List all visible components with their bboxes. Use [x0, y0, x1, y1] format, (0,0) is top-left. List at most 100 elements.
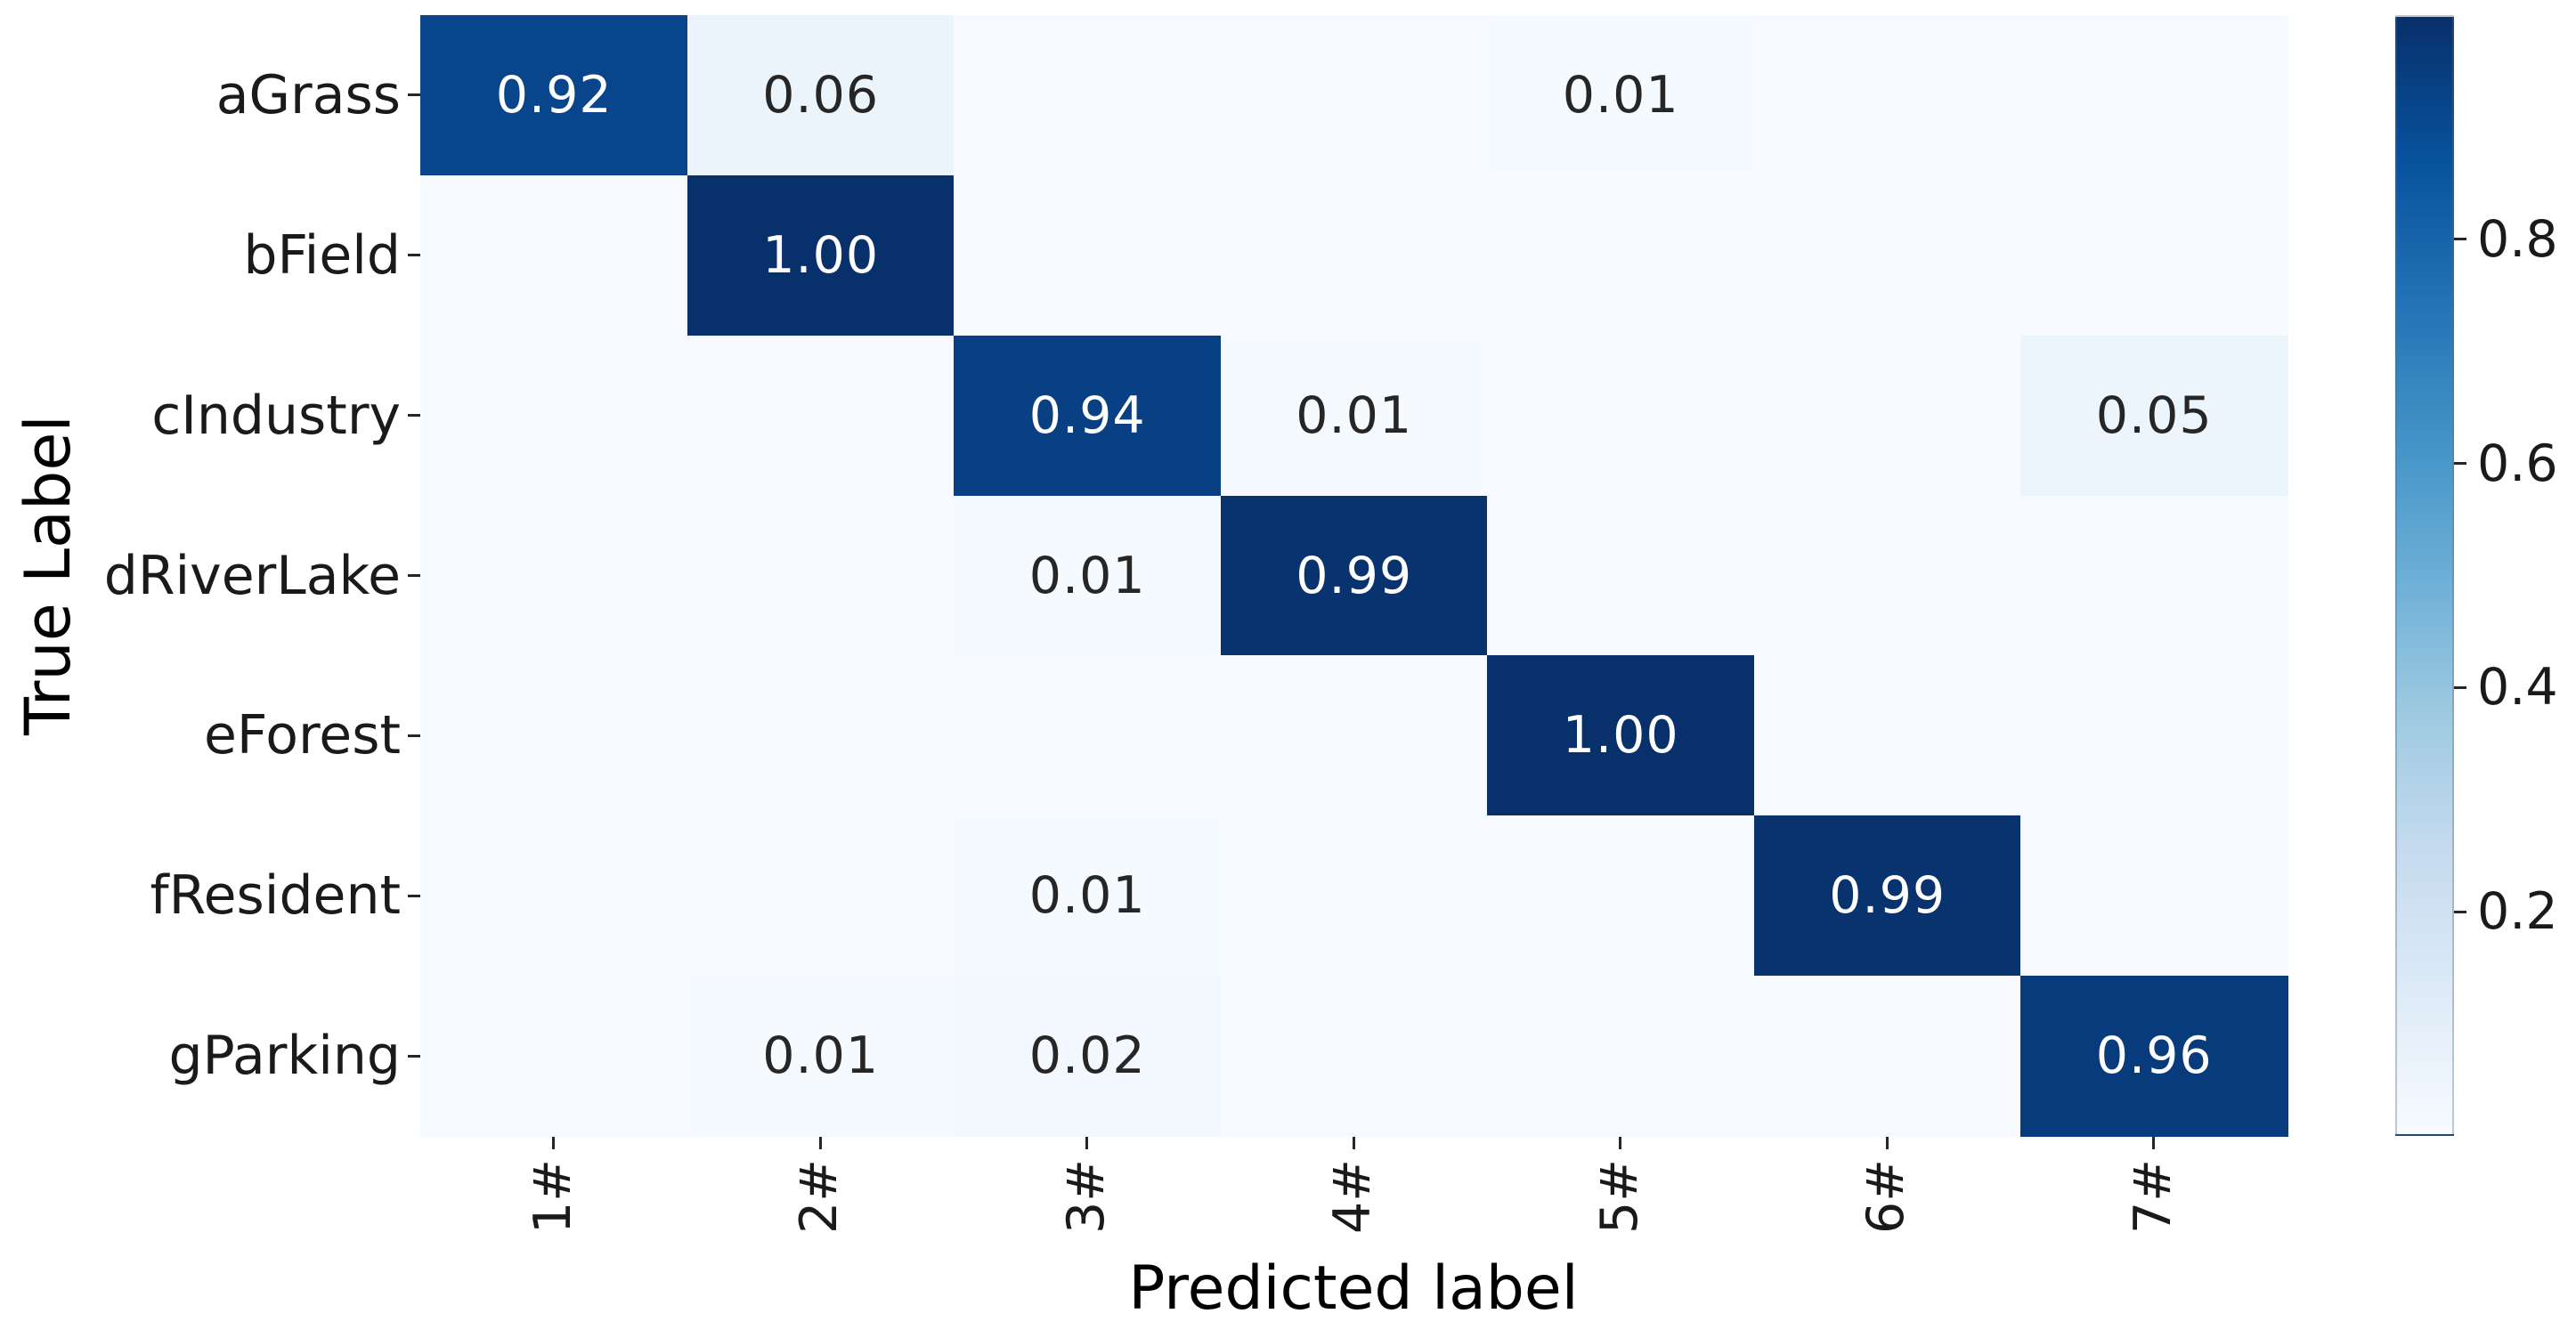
y-tick-mark — [408, 894, 420, 897]
heatmap-cell-gParking-4# — [1220, 976, 1488, 1138]
cell-annotation: 0.01 — [1028, 866, 1146, 926]
heatmap-cell-fResident-7# — [2020, 815, 2288, 977]
colorbar-tick-mark — [2454, 685, 2466, 689]
heatmap-cell-fResident-4# — [1220, 815, 1488, 977]
y-tick-label-fResident: fResident — [150, 864, 401, 928]
cell-annotation: 0.01 — [1296, 385, 1413, 445]
heatmap-cell-bField-3# — [954, 174, 1222, 337]
x-tick-mark — [2152, 1137, 2156, 1150]
heatmap-cell-cIndustry-2# — [687, 335, 955, 497]
cell-annotation: 0.92 — [495, 65, 613, 125]
heatmap-cell-eForest-6# — [1753, 655, 2021, 817]
x-tick-label-1#: 1# — [524, 1159, 613, 1237]
heatmap-cell-aGrass-5#: 0.01 — [1487, 15, 1755, 176]
heatmap-cell-gParking-1# — [420, 976, 688, 1138]
heatmap-cell-bField-6# — [1753, 174, 2021, 337]
x-tick-label-text: 1# — [523, 1159, 582, 1235]
x-tick-mark — [1619, 1137, 1622, 1150]
heatmap-cell-aGrass-6# — [1753, 15, 2021, 176]
y-tick-mark — [408, 93, 420, 97]
heatmap-cell-dRiverLake-6# — [1753, 495, 2021, 657]
colorbar-tick-mark — [2454, 238, 2466, 241]
x-tick-label-text: 3# — [1056, 1159, 1116, 1235]
x-tick-mark — [1885, 1137, 1889, 1150]
y-tick-label-aGrass: aGrass — [215, 63, 401, 126]
x-tick-label-3#: 3# — [1057, 1159, 1146, 1237]
x-tick-label-text: 7# — [2123, 1159, 2182, 1235]
cell-annotation: 0.02 — [1028, 1026, 1146, 1086]
heatmap-cell-aGrass-7# — [2020, 15, 2288, 176]
y-tick-label-gParking: gParking — [168, 1025, 401, 1088]
heatmap-cell-bField-4# — [1220, 174, 1488, 337]
heatmap-cell-eForest-3# — [954, 655, 1222, 817]
heatmap-cell-fResident-3#: 0.01 — [954, 815, 1222, 977]
heatmap-cell-fResident-1# — [420, 815, 688, 977]
x-tick-label-text: 5# — [1589, 1159, 1649, 1235]
colorbar-tick-mark — [2454, 462, 2466, 466]
heatmap-cell-aGrass-3# — [954, 15, 1222, 176]
heatmap-cell-cIndustry-5# — [1487, 335, 1755, 497]
heatmap-cell-gParking-2#: 0.01 — [687, 976, 955, 1138]
heatmap-cell-bField-2#: 1.00 — [687, 174, 955, 337]
cell-annotation: 0.99 — [1829, 866, 1946, 926]
heatmap-cell-cIndustry-6# — [1753, 335, 2021, 497]
heatmap-cell-aGrass-1#: 0.92 — [420, 15, 688, 176]
x-tick-label-5#: 5# — [1590, 1159, 1679, 1237]
heatmap-cell-cIndustry-3#: 0.94 — [954, 335, 1222, 497]
cell-annotation: 1.00 — [1562, 706, 1679, 766]
x-tick-label-text: 6# — [1857, 1159, 1916, 1235]
heatmap-cell-gParking-5# — [1487, 976, 1755, 1138]
heatmap-cell-cIndustry-4#: 0.01 — [1220, 335, 1488, 497]
heatmap-cell-bField-1# — [420, 174, 688, 337]
y-tick-mark — [408, 574, 420, 577]
heatmap-cell-aGrass-2#: 0.06 — [687, 15, 955, 176]
heatmap-cell-cIndustry-1# — [420, 335, 688, 497]
x-axis-title: Predicted label — [1128, 1253, 1579, 1324]
heatmap-cell-gParking-6# — [1753, 976, 2021, 1138]
heatmap-cell-dRiverLake-4#: 0.99 — [1220, 495, 1488, 657]
heatmap-cell-dRiverLake-1# — [420, 495, 688, 657]
heatmap-cell-aGrass-4# — [1220, 15, 1488, 176]
y-tick-label-bField: bField — [243, 223, 401, 287]
heatmap-cell-fResident-2# — [687, 815, 955, 977]
heatmap-cell-gParking-3#: 0.02 — [954, 976, 1222, 1138]
x-tick-label-7#: 7# — [2124, 1159, 2213, 1237]
heatmap-cell-cIndustry-7#: 0.05 — [2020, 335, 2288, 497]
heatmap-cell-bField-7# — [2020, 174, 2288, 337]
x-tick-label-2#: 2# — [790, 1159, 879, 1237]
colorbar-tick-label-0.2: 0.2 — [2477, 882, 2558, 942]
heatmap-cell-dRiverLake-3#: 0.01 — [954, 495, 1222, 657]
heatmap-cell-gParking-7#: 0.96 — [2020, 976, 2288, 1138]
y-tick-mark — [408, 734, 420, 737]
y-tick-label-cIndustry: cIndustry — [151, 384, 401, 447]
heatmap-cell-fResident-5# — [1487, 815, 1755, 977]
y-tick-mark — [408, 254, 420, 257]
cell-annotation: 1.00 — [762, 225, 880, 285]
heatmap-cell-eForest-4# — [1220, 655, 1488, 817]
cell-annotation: 0.01 — [762, 1026, 880, 1086]
heatmap-cell-bField-5# — [1487, 174, 1755, 337]
cell-annotation: 0.94 — [1028, 385, 1146, 445]
colorbar — [2395, 15, 2454, 1136]
colorbar-tick-mark — [2454, 910, 2466, 913]
heatmap-cell-eForest-7# — [2020, 655, 2288, 817]
x-tick-label-4#: 4# — [1323, 1159, 1412, 1237]
cell-annotation: 0.99 — [1296, 546, 1413, 605]
heatmap-cell-eForest-1# — [420, 655, 688, 817]
cell-annotation: 0.06 — [762, 65, 880, 125]
cell-annotation: 0.01 — [1562, 65, 1679, 125]
x-tick-mark — [1085, 1137, 1089, 1150]
x-tick-label-text: 2# — [790, 1159, 849, 1235]
heatmap-cell-dRiverLake-5# — [1487, 495, 1755, 657]
y-tick-label-dRiverLake: dRiverLake — [103, 544, 401, 607]
heatmap-cell-eForest-2# — [687, 655, 955, 817]
heatmap-cell-fResident-6#: 0.99 — [1753, 815, 2021, 977]
cell-annotation: 0.05 — [2095, 385, 2213, 445]
cell-annotation: 0.96 — [2095, 1026, 2213, 1086]
x-tick-mark — [1352, 1137, 1355, 1150]
x-tick-label-6#: 6# — [1857, 1159, 1946, 1237]
y-tick-mark — [408, 1054, 420, 1058]
y-tick-mark — [408, 414, 420, 418]
colorbar-tick-label-0.6: 0.6 — [2477, 434, 2558, 493]
